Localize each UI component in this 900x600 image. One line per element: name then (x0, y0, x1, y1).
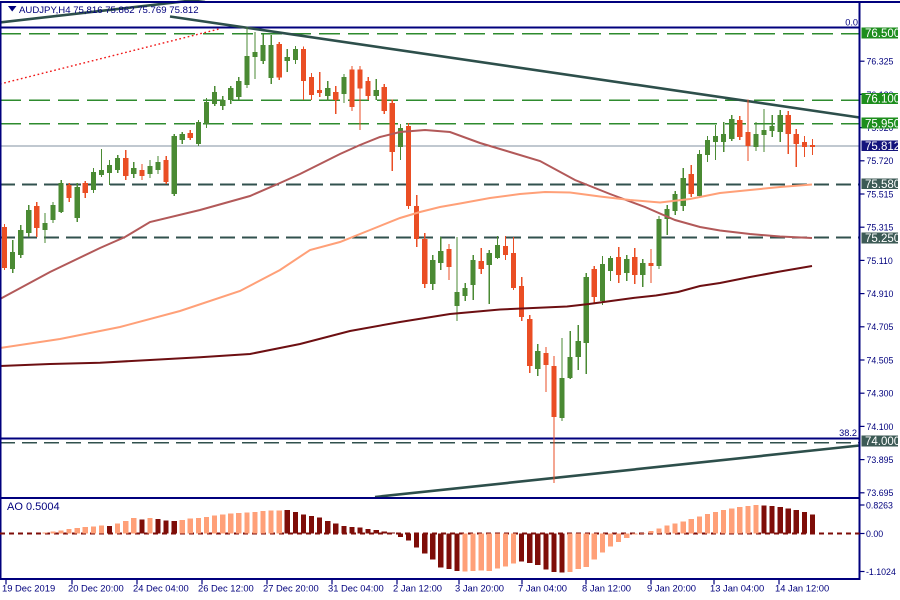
svg-text:-1.1024: -1.1024 (866, 567, 896, 577)
svg-text:74.000: 74.000 (865, 436, 900, 448)
svg-text:8 Jan 12:00: 8 Jan 12:00 (582, 583, 631, 594)
svg-text:3 Jan 20:00: 3 Jan 20:00 (455, 583, 504, 594)
svg-text:76.500: 76.500 (865, 28, 900, 40)
svg-text:27 Dec 20:00: 27 Dec 20:00 (263, 583, 319, 594)
svg-text:74.705: 74.705 (867, 322, 894, 332)
svg-text:AUDJPY,H4 75,816 75.862 75.76: AUDJPY,H4 75,816 75.862 75.769 75.812 (19, 5, 199, 16)
svg-text:14 Jan 12:00: 14 Jan 12:00 (775, 583, 829, 594)
svg-text:75.950: 75.950 (865, 118, 900, 130)
svg-text:74.100: 74.100 (867, 422, 894, 432)
svg-text:73.695: 73.695 (867, 488, 894, 498)
svg-text:75.250: 75.250 (865, 233, 900, 245)
svg-text:0.00: 0.00 (866, 529, 883, 539)
svg-text:0.0: 0.0 (845, 18, 858, 28)
svg-text:38.2: 38.2 (839, 428, 857, 438)
svg-text:31 Dec 04:00: 31 Dec 04:00 (328, 583, 384, 594)
svg-text:75.515: 75.515 (867, 189, 894, 199)
svg-text:13 Jan 04:00: 13 Jan 04:00 (710, 583, 764, 594)
svg-text:74.910: 74.910 (867, 289, 894, 299)
svg-text:76.325: 76.325 (867, 57, 894, 67)
svg-text:7 Jan 04:00: 7 Jan 04:00 (518, 583, 567, 594)
svg-text:0.8263: 0.8263 (866, 500, 893, 510)
svg-text:9 Jan 20:00: 9 Jan 20:00 (647, 583, 696, 594)
svg-text:19 Dec 2019: 19 Dec 2019 (2, 583, 55, 594)
svg-text:26 Dec 12:00: 26 Dec 12:00 (198, 583, 254, 594)
svg-text:75.315: 75.315 (867, 223, 894, 233)
svg-text:75.812: 75.812 (865, 141, 900, 153)
svg-text:75.580: 75.580 (865, 179, 900, 191)
svg-text:AO 0.5004: AO 0.5004 (7, 501, 60, 513)
svg-text:73.895: 73.895 (867, 455, 894, 465)
svg-text:76.100: 76.100 (865, 94, 900, 106)
svg-text:24 Dec 04:00: 24 Dec 04:00 (133, 583, 189, 594)
svg-text:75.110: 75.110 (867, 256, 893, 266)
svg-text:74.505: 74.505 (867, 355, 894, 365)
svg-text:74.300: 74.300 (867, 389, 894, 399)
svg-text:2 Jan 12:00: 2 Jan 12:00 (393, 583, 442, 594)
svg-text:20 Dec 20:00: 20 Dec 20:00 (68, 583, 124, 594)
svg-text:75.720: 75.720 (867, 156, 894, 166)
